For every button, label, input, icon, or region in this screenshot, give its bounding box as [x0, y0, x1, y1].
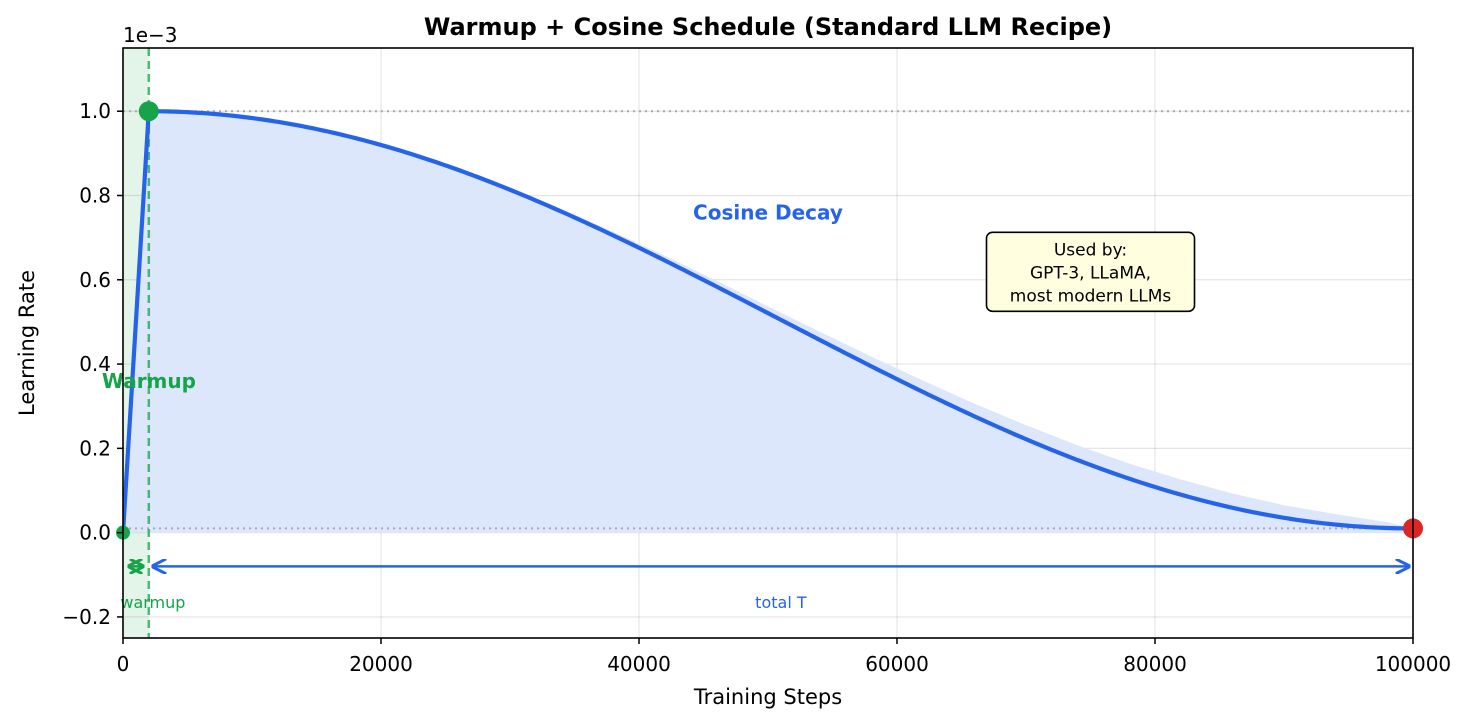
info-box-line-1: Used by: [1054, 240, 1127, 260]
series-area-fill [123, 111, 1413, 533]
info-box-line-3: most modern LLMs [1010, 286, 1172, 306]
x-tick-label: 0 [117, 652, 130, 676]
warmup-label: Warmup [102, 369, 196, 393]
plot-area [123, 48, 1413, 638]
cosine-decay-label: Cosine Decay [693, 200, 843, 224]
y-tick-label: 0.2 [79, 436, 111, 460]
info-box-line-2: GPT-3, LLaMA, [1030, 263, 1151, 283]
y-tick-label: 0.6 [79, 268, 111, 292]
y-scale-label: 1e−3 [123, 23, 178, 47]
info-box-background [985, 231, 1196, 313]
y-tick-label: 0.0 [79, 521, 111, 545]
x-tick-label: 40000 [607, 652, 671, 676]
total-span-label: total T [755, 593, 807, 612]
y-tick-label: 0.4 [79, 352, 111, 376]
x-tick-label: 100000 [1375, 652, 1451, 676]
axes-frame [122, 47, 1414, 639]
info-box: Used by: GPT-3, LLaMA, most modern LLMs [985, 231, 1196, 313]
x-axis-label: Training Steps [693, 685, 842, 709]
chart-title: Warmup + Cosine Schedule (Standard LLM R… [424, 13, 1112, 41]
warmup-span-label: warmup [120, 593, 185, 612]
y-tick-label: 1.0 [79, 99, 111, 123]
x-tick-label: 60000 [865, 652, 929, 676]
y-axis-label: Learning Rate [15, 270, 39, 416]
y-tick-label: −0.2 [62, 605, 111, 629]
y-tick-label: 0.8 [79, 184, 111, 208]
x-tick-label: 20000 [349, 652, 413, 676]
data-marker [138, 101, 159, 122]
series-line [123, 109, 1413, 533]
axes: 0 20000 40000 60000 80000 100000 −0.2 0.0 0.2 0.4… [62, 47, 1451, 676]
annotations: Warmup Cosine Decay Used by: GPT-3, LLaM… [102, 200, 1196, 612]
x-tick-label: 80000 [1123, 652, 1187, 676]
